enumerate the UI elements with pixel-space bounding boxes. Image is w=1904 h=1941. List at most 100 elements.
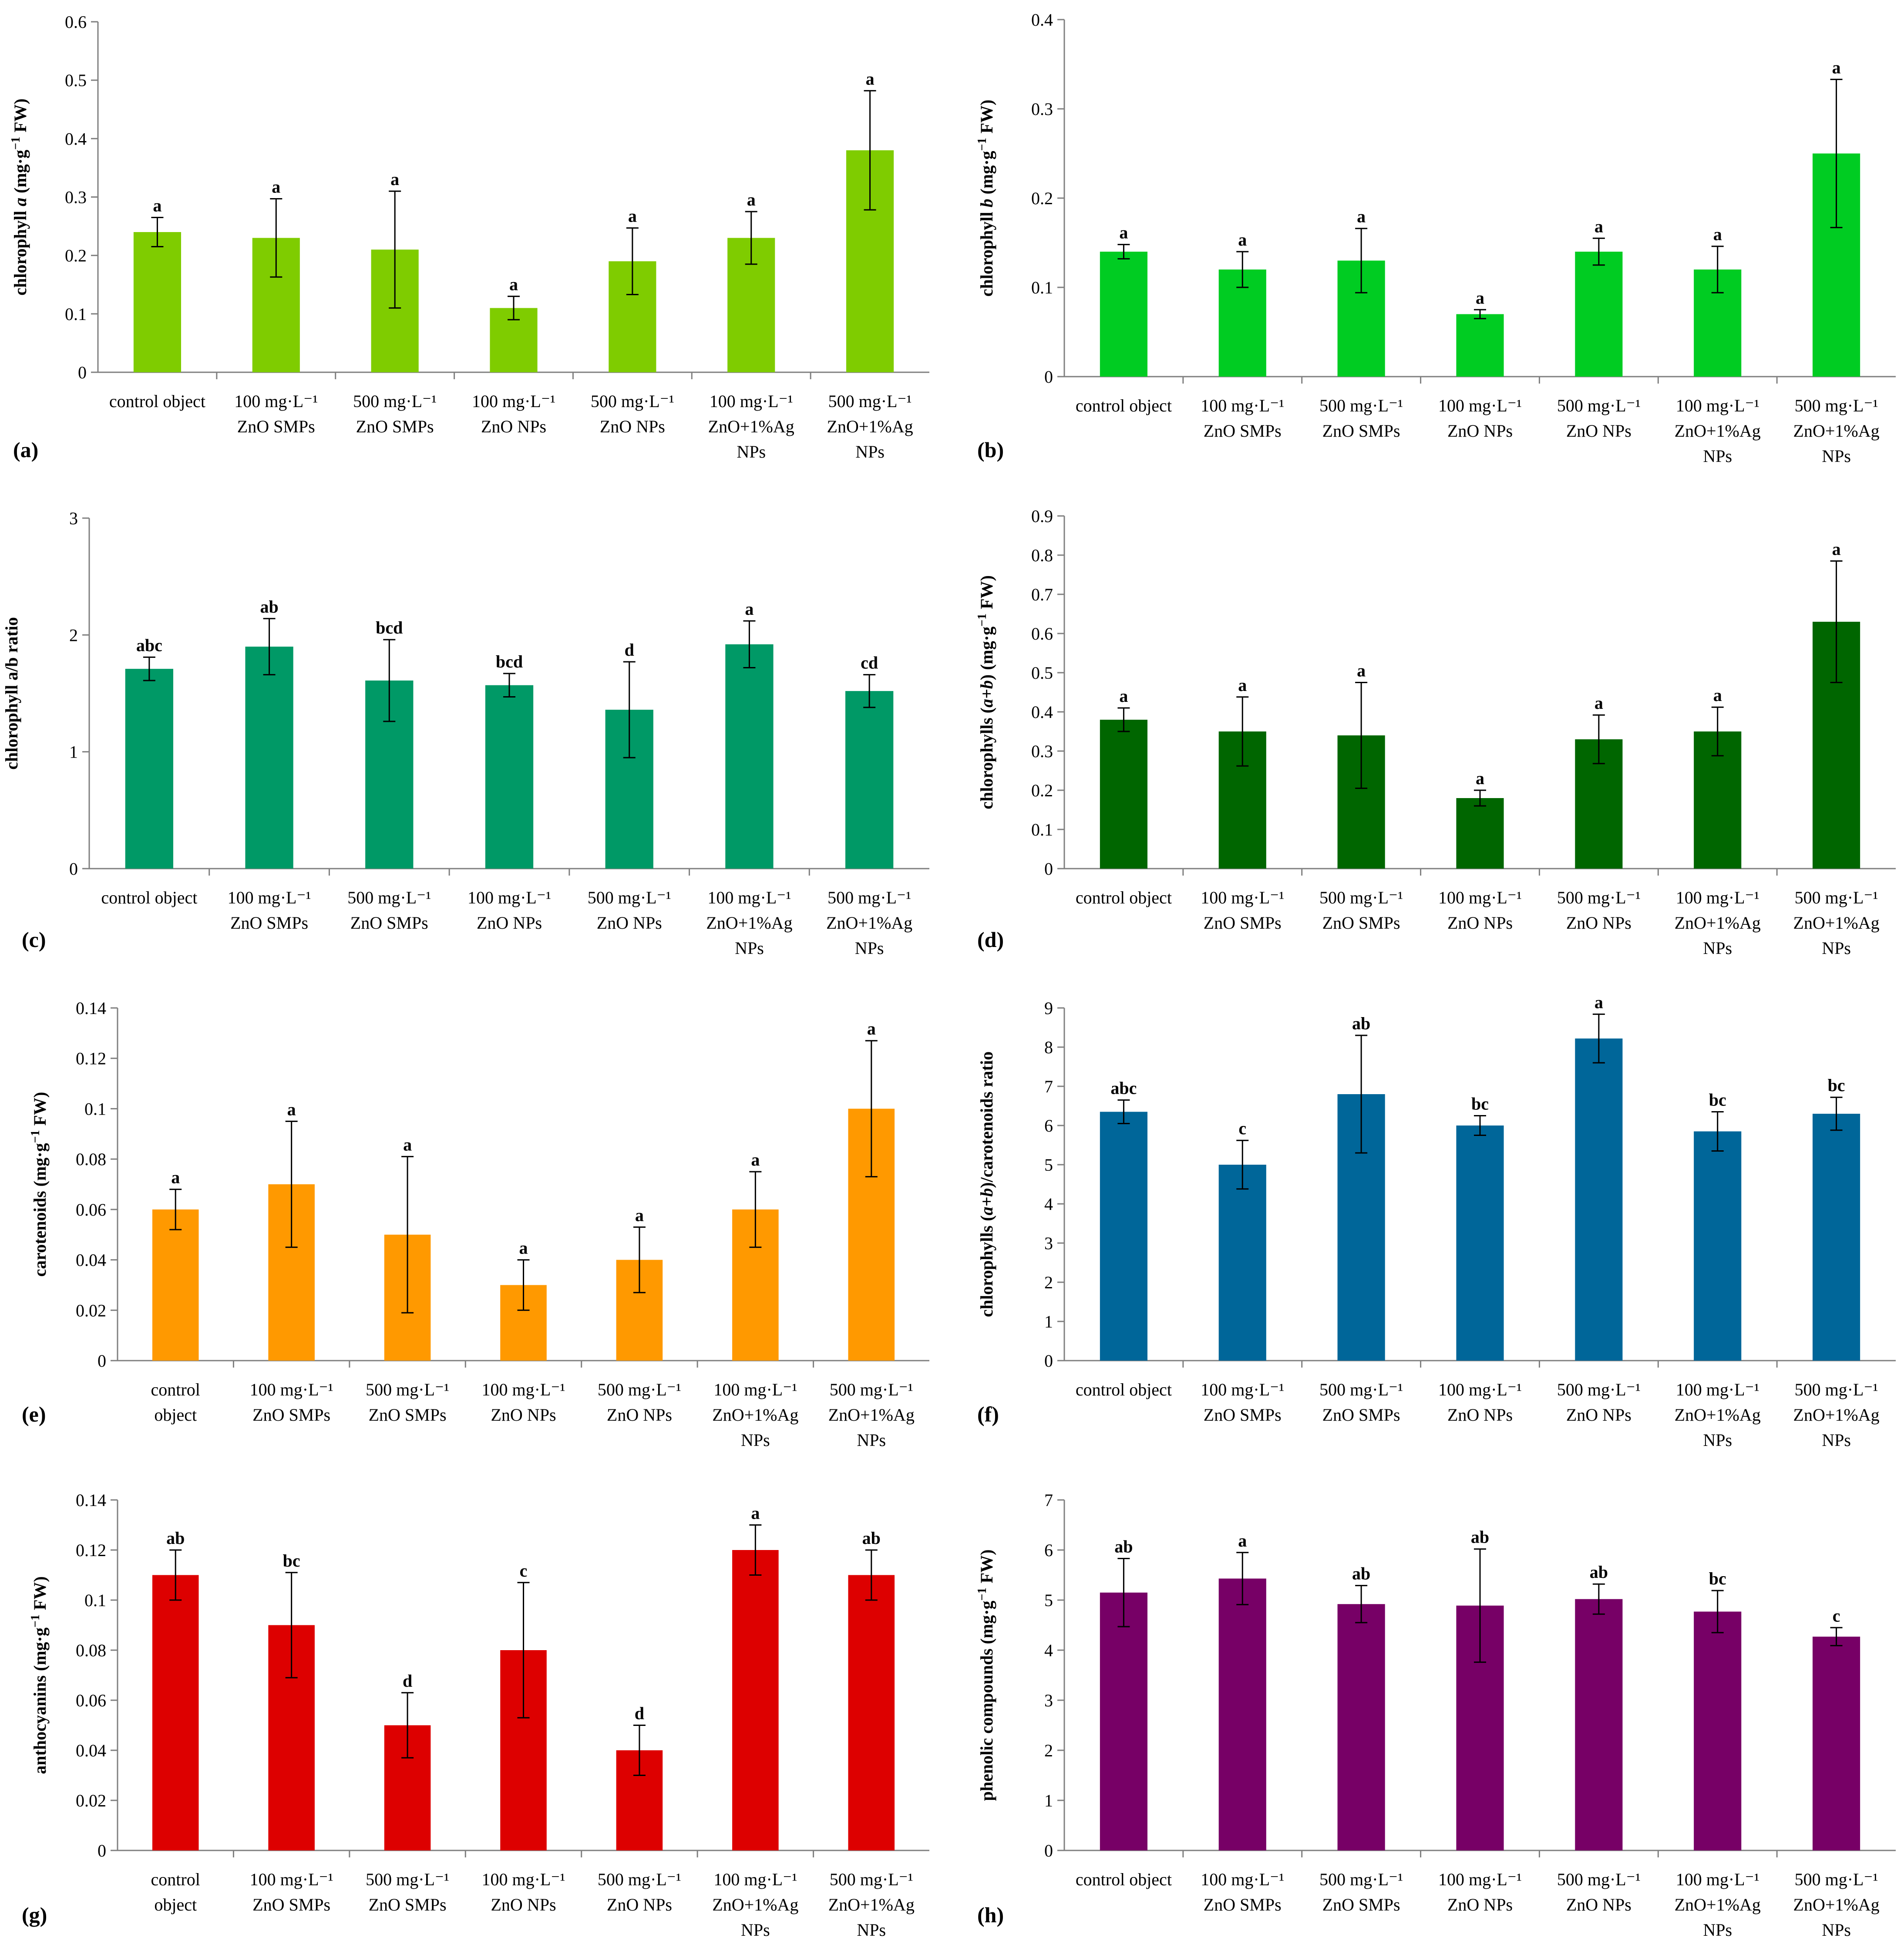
significance-letter: c bbox=[1238, 1119, 1246, 1138]
significance-letter: a bbox=[747, 190, 756, 209]
bar bbox=[1100, 1112, 1147, 1361]
y-tick-label: 0.04 bbox=[76, 1741, 106, 1760]
significance-letter: a bbox=[1713, 225, 1722, 244]
error-bar bbox=[1830, 1627, 1843, 1647]
bar bbox=[1456, 798, 1504, 869]
y-tick-label: 6 bbox=[1044, 1116, 1053, 1136]
y-tick-label: 0.1 bbox=[84, 1099, 106, 1119]
x-tick-label: 500 mg·L⁻¹ ZnO NPs bbox=[1557, 396, 1641, 441]
x-tick-label: 100 mg·L⁻¹ ZnO NPs bbox=[482, 1870, 565, 1914]
significance-letter: cd bbox=[861, 653, 878, 673]
bar bbox=[1575, 252, 1623, 377]
x-tick-label: 100 mg·L⁻¹ ZnO NPs bbox=[1438, 1380, 1522, 1425]
bar bbox=[1575, 1038, 1623, 1361]
y-tick-label: 0.08 bbox=[76, 1641, 106, 1660]
panel-label: (g) bbox=[22, 1903, 47, 1927]
y-tick-label: 1 bbox=[69, 742, 78, 762]
y-tick-label: 0.6 bbox=[65, 12, 87, 32]
significance-letter: a bbox=[745, 599, 754, 619]
x-tick-label: 100 mg·L⁻¹ ZnO+1%Ag NPs bbox=[708, 391, 794, 462]
significance-letter: a bbox=[1595, 992, 1603, 1012]
significance-letter: bc bbox=[1828, 1075, 1845, 1095]
y-tick-label: 0 bbox=[98, 1841, 106, 1860]
chart-panel-h: 0 1 2 3 4 5 6 7 ab control object a 100 mg·L⁻¹ ZnO S… bbox=[976, 1490, 1896, 1940]
y-tick-label: 0.08 bbox=[76, 1149, 106, 1169]
bar bbox=[1100, 720, 1147, 869]
chart-panel-g: 0 0.02 0.04 0.06 0.08 0.1 0.12 0.14 ab control obj… bbox=[22, 1490, 929, 1940]
panel-label: (c) bbox=[22, 927, 46, 952]
y-tick-label: 4 bbox=[1044, 1194, 1053, 1214]
x-tick-label: 100 mg·L⁻¹ ZnO NPs bbox=[472, 391, 555, 436]
significance-letter: a bbox=[1832, 539, 1841, 559]
bar bbox=[1456, 314, 1504, 377]
significance-letter: a bbox=[390, 169, 399, 189]
y-tick-label: 0.2 bbox=[1031, 781, 1053, 800]
panel-label: (d) bbox=[977, 927, 1004, 952]
bar bbox=[485, 685, 534, 869]
x-tick-label: control object bbox=[1076, 396, 1172, 415]
error-bar bbox=[1711, 1111, 1724, 1152]
panel-label: (f) bbox=[977, 1402, 999, 1426]
bar bbox=[732, 1550, 779, 1850]
error-bar bbox=[1711, 1590, 1724, 1634]
y-axis-title: carotenoids (mg·g−1 FW) bbox=[29, 1092, 50, 1277]
x-tick-label: 100 mg·L⁻¹ ZnO+1%Ag NPs bbox=[712, 1870, 798, 1940]
x-tick-label: control object bbox=[151, 1870, 200, 1914]
significance-letter: ab bbox=[1352, 1014, 1370, 1033]
y-axis-title: chlorophylls (a+b)/carotenoids ratio bbox=[977, 1051, 996, 1317]
bar bbox=[125, 669, 173, 869]
bar bbox=[845, 691, 894, 869]
error-bar bbox=[1592, 1013, 1605, 1064]
y-tick-label: 0.04 bbox=[76, 1250, 106, 1270]
error-bar bbox=[1236, 1139, 1249, 1190]
y-axis-title: phenolic compounds (mg·g−1 FW) bbox=[976, 1550, 997, 1801]
x-tick-label: 100 mg·L⁻¹ ZnO SMPs bbox=[250, 1380, 333, 1425]
y-tick-label: 7 bbox=[1044, 1490, 1053, 1510]
error-bar bbox=[270, 198, 283, 278]
error-bar bbox=[401, 1156, 414, 1314]
bar bbox=[1100, 1592, 1147, 1850]
bar bbox=[1337, 1604, 1385, 1850]
y-tick-label: 0.4 bbox=[1031, 10, 1053, 30]
x-tick-label: 100 mg·L⁻¹ ZnO SMPs bbox=[234, 391, 318, 436]
bar bbox=[1100, 252, 1147, 377]
error-bar bbox=[1236, 1552, 1249, 1605]
x-tick-label: 500 mg·L⁻¹ ZnO NPs bbox=[591, 391, 674, 436]
y-tick-label: 0.12 bbox=[76, 1540, 106, 1560]
x-tick-label: 100 mg·L⁻¹ ZnO+1%Ag NPs bbox=[1675, 396, 1761, 466]
significance-letter: c bbox=[520, 1561, 528, 1580]
y-axis-title: chlorophylls (a+b) (mg·g−1 FW) bbox=[976, 575, 997, 809]
panel-label: (e) bbox=[22, 1402, 46, 1426]
y-tick-label: 0.3 bbox=[1031, 99, 1053, 119]
error-bar bbox=[383, 639, 396, 722]
x-tick-label: 100 mg·L⁻¹ ZnO+1%Ag NPs bbox=[1675, 888, 1761, 958]
y-tick-label: 0.1 bbox=[84, 1591, 106, 1610]
y-axis-title: chlorophyll b (mg·g−1 FW) bbox=[976, 100, 997, 297]
significance-letter: bc bbox=[283, 1551, 300, 1570]
significance-letter: a bbox=[1713, 685, 1722, 705]
error-bar bbox=[1117, 1099, 1130, 1124]
significance-letter: d bbox=[625, 640, 634, 660]
x-tick-label: control object bbox=[109, 391, 205, 411]
x-tick-label: 100 mg·L⁻¹ ZnO NPs bbox=[1438, 1870, 1522, 1914]
error-bar bbox=[151, 216, 164, 248]
bar bbox=[1813, 1114, 1860, 1361]
error-bar bbox=[169, 1549, 182, 1601]
y-tick-label: 9 bbox=[1044, 998, 1053, 1018]
significance-letter: a bbox=[867, 1019, 876, 1038]
y-tick-label: 0.5 bbox=[1031, 663, 1053, 683]
y-tick-label: 0.3 bbox=[65, 188, 87, 207]
y-tick-label: 0.02 bbox=[76, 1301, 106, 1320]
x-tick-label: 500 mg·L⁻¹ ZnO+1%Ag NPs bbox=[1793, 1380, 1880, 1450]
bar bbox=[1813, 1636, 1860, 1850]
bar bbox=[1218, 1165, 1266, 1361]
significance-letter: bc bbox=[1709, 1569, 1726, 1588]
error-bar bbox=[1117, 707, 1130, 732]
y-tick-label: 0 bbox=[1044, 859, 1053, 879]
y-tick-label: 0.02 bbox=[76, 1791, 106, 1810]
x-tick-label: 100 mg·L⁻¹ ZnO+1%Ag NPs bbox=[712, 1380, 798, 1450]
error-bar bbox=[1355, 1585, 1368, 1624]
error-bar bbox=[749, 1524, 762, 1576]
significance-letter: a bbox=[1476, 768, 1484, 788]
y-tick-label: 5 bbox=[1044, 1591, 1053, 1610]
